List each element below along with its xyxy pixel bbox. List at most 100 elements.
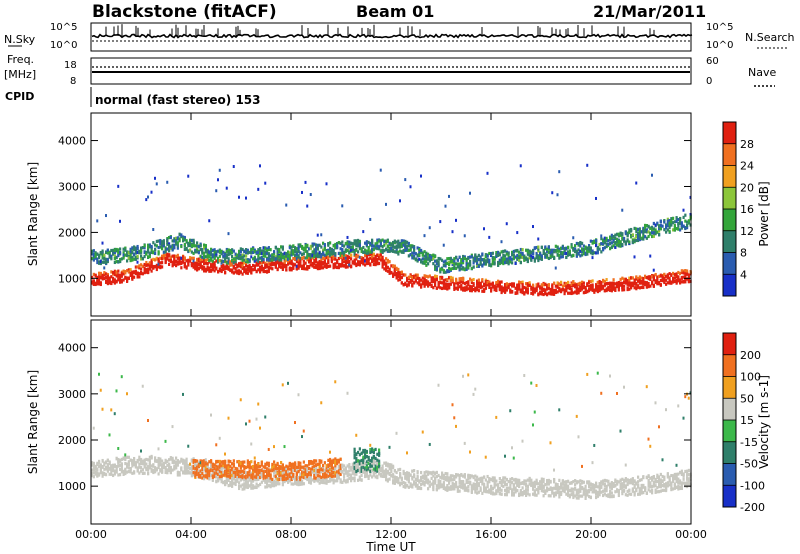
power-cell — [416, 273, 419, 277]
power-cell — [124, 270, 127, 274]
power-cell — [413, 250, 416, 255]
power-cell — [584, 245, 587, 249]
power-cell — [297, 258, 300, 262]
velocity-cell — [238, 481, 241, 485]
power-cell — [252, 250, 255, 255]
power-cell — [617, 232, 620, 236]
power-cell — [126, 252, 129, 256]
power-cell — [642, 237, 645, 241]
power-cell — [481, 289, 484, 293]
velocity-cell — [113, 412, 116, 416]
velocity-cell — [124, 457, 127, 462]
power-cell — [365, 254, 368, 258]
velocity-cell — [238, 473, 241, 477]
power-cell — [525, 290, 528, 294]
velocity-cell — [101, 471, 104, 475]
velocity-cell — [103, 463, 106, 467]
power-cell — [302, 264, 305, 268]
power-cell — [516, 257, 519, 261]
power-cell — [451, 259, 454, 263]
power-cell — [460, 258, 463, 262]
power-cell — [260, 255, 263, 260]
power-cell — [316, 254, 319, 259]
power-cell — [441, 258, 444, 262]
power-cell — [563, 248, 566, 252]
power-cell — [423, 258, 426, 262]
power-cell — [234, 260, 237, 264]
power-cell — [376, 241, 379, 245]
power-cell — [145, 260, 148, 265]
velocity-cell — [217, 476, 220, 481]
power-cell — [526, 252, 529, 256]
power-cell — [150, 246, 153, 251]
power-cell — [283, 251, 286, 255]
velocity-cell — [262, 465, 265, 469]
velocity-cell — [208, 470, 211, 475]
power-cell — [346, 245, 349, 249]
power-cell — [518, 287, 521, 291]
power-cell — [596, 288, 599, 292]
power-cell — [148, 265, 151, 269]
power-cell — [616, 240, 619, 244]
power-cell — [327, 255, 330, 259]
power-cell — [393, 267, 396, 271]
velocity-cell — [201, 471, 204, 476]
velocity-cell — [255, 470, 258, 475]
power-cell — [514, 249, 517, 253]
power-cell — [113, 279, 116, 283]
power-cell — [553, 256, 556, 260]
power-cell — [325, 264, 328, 268]
power-cell — [505, 257, 508, 261]
power-cell — [381, 262, 384, 267]
power-cell — [173, 237, 176, 241]
power-cell — [203, 266, 206, 270]
power-cell — [168, 253, 171, 257]
power-cell — [196, 264, 199, 268]
power-cell — [332, 255, 335, 260]
power-cell — [500, 250, 503, 254]
power-cell — [658, 227, 661, 231]
power-cell — [554, 266, 557, 270]
power-cell — [246, 271, 249, 275]
power-cell — [250, 270, 253, 274]
power-cell — [418, 276, 421, 281]
power-cell — [673, 225, 676, 230]
velocity-cell — [248, 466, 251, 470]
power-cell — [371, 259, 374, 263]
power-cell — [491, 258, 494, 262]
power-cell — [140, 254, 143, 258]
power-cell — [521, 280, 524, 284]
velocity-cell — [273, 445, 275, 449]
power-cell — [259, 265, 262, 269]
power-cell — [439, 277, 442, 281]
power-cell — [353, 249, 356, 253]
power-cell — [488, 260, 491, 264]
power-cell — [537, 254, 540, 258]
power-cell — [635, 275, 638, 279]
power-cell — [652, 229, 655, 233]
power-cell — [126, 276, 129, 280]
power-cell — [117, 253, 120, 258]
power-cell — [603, 240, 606, 245]
power-cell — [316, 233, 319, 237]
power-cell — [579, 281, 582, 285]
power-cell — [285, 203, 288, 207]
power-cell — [106, 250, 109, 254]
power-colorbar-swatch — [723, 187, 736, 209]
power-cell — [456, 262, 459, 266]
power-cell — [498, 288, 501, 292]
power-cell — [229, 263, 232, 267]
power-cell — [572, 291, 575, 295]
power-cell — [126, 279, 129, 283]
power-cell — [544, 255, 547, 259]
power-cell — [110, 257, 113, 261]
power-cell — [199, 247, 202, 252]
power-cell — [610, 281, 613, 285]
velocity-cell — [183, 465, 186, 469]
power-cell — [659, 227, 662, 231]
power-cell — [378, 239, 381, 243]
velocity-cell — [157, 462, 160, 466]
power-cell — [129, 253, 132, 257]
power-cell — [281, 252, 284, 257]
power-cell — [402, 273, 405, 277]
